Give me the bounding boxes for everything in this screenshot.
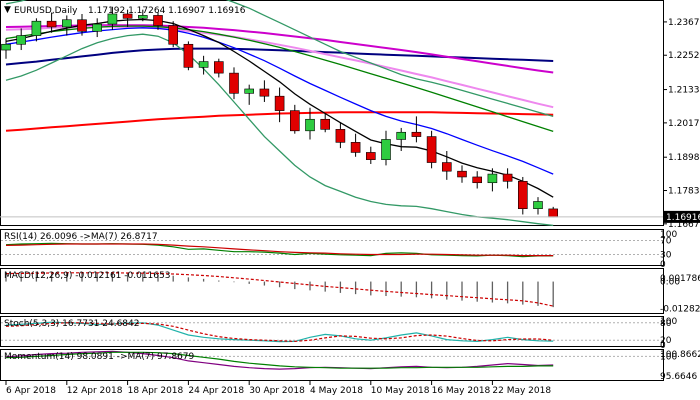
candle-body <box>153 15 163 26</box>
candle-body <box>1 43 11 51</box>
price-plot <box>0 0 663 227</box>
candle-body <box>16 35 27 45</box>
candle-body <box>274 95 285 111</box>
price-tick-label: 1.21330 <box>668 86 700 96</box>
indicator-line <box>5 243 554 257</box>
main-panel-frame <box>0 0 664 226</box>
moving-average-line <box>5 0 554 118</box>
indicator-tick-label: -0.012825 <box>660 304 700 314</box>
candle-body <box>168 25 178 45</box>
date-tick-label: 24 Apr 2018 <box>188 386 244 396</box>
indicator-label: RSI(14) 26.0096 ->MA(7) 26.8717 <box>4 232 158 242</box>
candle-body <box>381 139 391 160</box>
stoch-panel-frame <box>0 316 664 347</box>
indicator-line <box>5 351 554 369</box>
indicator-tick-label: 20 <box>660 336 672 346</box>
candle-body <box>46 20 57 28</box>
candle-body <box>441 162 452 172</box>
rsi-panel-frame <box>0 229 664 266</box>
candle-body <box>502 173 513 182</box>
ohlc-label: 1.17192 1.17264 1.16907 1.16916 <box>88 6 246 16</box>
candle-body <box>183 43 194 68</box>
indicator-tick-label: 100 <box>660 230 677 240</box>
date-tick-label: 4 May 2018 <box>310 386 363 396</box>
candle-body <box>487 173 498 184</box>
candle-body <box>350 142 361 153</box>
candle-body <box>411 131 422 137</box>
indicator-plots: RSI(14) 26.0096 ->MA(7) 26.8717 MACD(12,2… <box>1 232 663 370</box>
indicator-tick-label: 0.00 <box>660 278 680 288</box>
indicator-line <box>5 322 554 343</box>
candle-body <box>396 131 407 140</box>
candle-body <box>214 61 224 74</box>
indicator-label: Stoch(5,3,3) 16.7731 24.6842 <box>4 319 139 329</box>
candle-body <box>31 20 42 36</box>
price-tick-label: 1.18985 <box>668 153 700 163</box>
candle-body <box>472 176 483 184</box>
candle-body <box>229 72 239 94</box>
candle-body <box>320 118 331 130</box>
indicator-tick-label: 100 <box>660 352 677 362</box>
momentum-panel-frame <box>0 349 664 381</box>
candle-body <box>335 129 346 143</box>
price-tick-label: 1.16675 <box>668 220 700 230</box>
moving-average-line <box>5 33 554 227</box>
date-tick-label: 16 May 2018 <box>432 386 491 396</box>
indicator-label: MACD(12,26,9) -0.012161 -0.011653 <box>4 271 170 281</box>
indicator-tick-label: 0 <box>660 341 666 351</box>
current-price-box <box>664 210 700 223</box>
header-arrow-icon: ▼ <box>4 5 11 15</box>
indicator-tick-label: 30 <box>660 251 672 261</box>
candle-body <box>533 201 543 209</box>
symbol-label: EURUSD,Daily <box>14 6 78 16</box>
indicator-tick-label: 0.001786 <box>660 274 700 284</box>
candle-body <box>92 23 102 32</box>
indicator-tick-label: 100.8662 <box>660 350 700 360</box>
candle-body <box>517 180 528 209</box>
price-tick-label: 1.22520 <box>668 51 700 61</box>
date-tick-label: 6 Apr 2018 <box>6 386 56 396</box>
indicator-tick-label: 0 <box>660 260 666 270</box>
date-tick-label: 12 Apr 2018 <box>67 386 123 396</box>
candle-body <box>289 110 300 132</box>
date-tick-label: 18 Apr 2018 <box>128 386 184 396</box>
candle-body <box>61 19 72 28</box>
indicator-tick-label: 100 <box>660 317 677 327</box>
indicator-line <box>5 321 554 343</box>
indicator-line <box>5 272 554 307</box>
candle-body <box>138 15 148 19</box>
price-tick-label: 1.17830 <box>668 187 700 197</box>
axes: 1.23675 1.22520 1.21330 1.20175 1.18985 1.178… <box>5 18 700 396</box>
candle-body <box>457 170 467 178</box>
candle-body <box>198 61 209 68</box>
candle-body <box>122 13 133 19</box>
date-tick-label: 22 May 2018 <box>492 386 551 396</box>
candle-body <box>77 19 87 32</box>
candle-body <box>305 118 315 132</box>
price-tick-label: 1.20175 <box>668 119 700 129</box>
moving-average-line <box>5 47 554 66</box>
candle-body <box>244 88 254 94</box>
date-tick-label: 10 May 2018 <box>371 386 430 396</box>
indicator-tick-label: 95.6646 <box>660 372 697 382</box>
indicator-tick-label: 70 <box>660 237 672 247</box>
indicator-tick-label: 80 <box>660 319 672 329</box>
candle-body <box>548 208 559 218</box>
current-price-label: 1.16916 <box>666 213 700 223</box>
candle-body <box>426 136 437 163</box>
indicator-label: Momentum(14) 98.0891 ->MA(7) 97.8679 <box>4 352 195 362</box>
date-tick-label: 30 Apr 2018 <box>249 386 305 396</box>
candle-body <box>259 88 270 97</box>
candle-body <box>365 152 376 160</box>
candle-body <box>107 13 118 25</box>
macd-panel-frame <box>0 268 664 314</box>
price-tick-label: 1.23675 <box>668 18 700 28</box>
